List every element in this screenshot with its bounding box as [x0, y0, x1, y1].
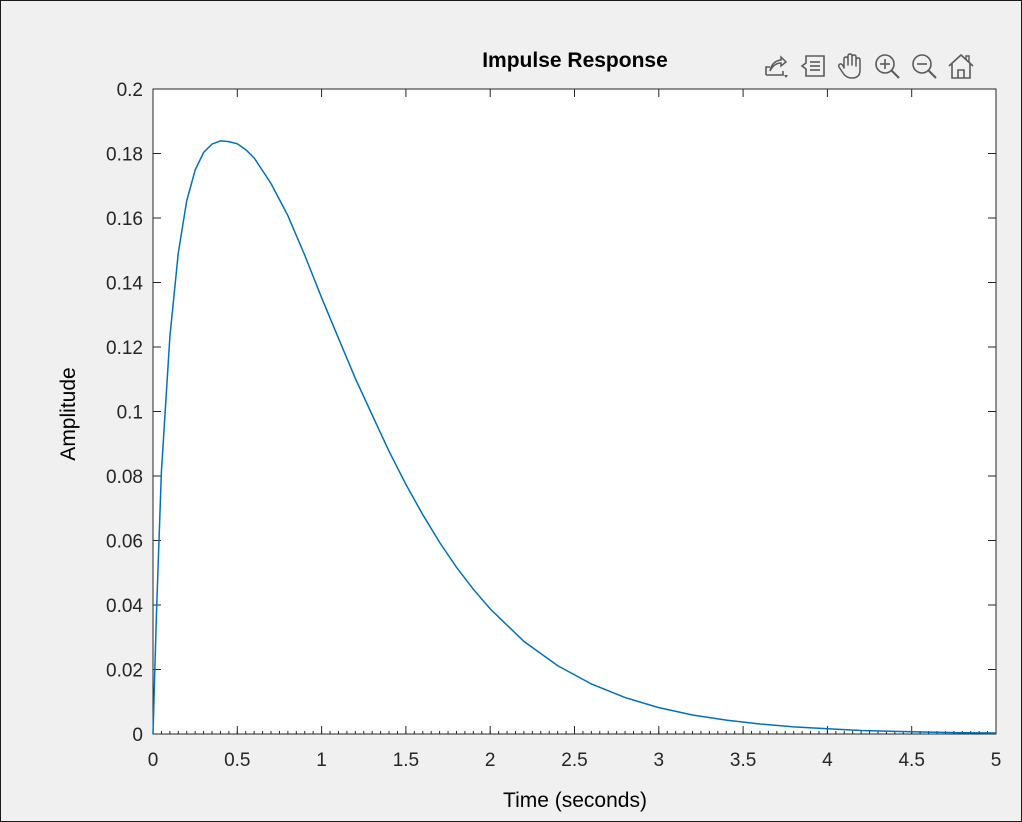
- y-tick-label: 0.08: [106, 467, 143, 488]
- y-tick-label: 0.14: [106, 274, 143, 295]
- restore-view-button[interactable]: [944, 49, 978, 83]
- x-tick-label: 3.5: [730, 750, 756, 771]
- x-tick-label: 3: [654, 750, 665, 771]
- y-tick-label: 0.18: [106, 145, 143, 166]
- x-tick-label: 1: [316, 750, 327, 771]
- chart-title: Impulse Response: [482, 49, 668, 72]
- zoom-out-icon: [912, 54, 937, 79]
- zoom-in-button[interactable]: [870, 49, 904, 83]
- y-tick-label: 0.06: [106, 532, 143, 553]
- x-ticks: 0 0.5 1 1.5 2 2.5 3 3.5 4 4.5 5: [148, 89, 1002, 771]
- y-tick-label: 0.16: [106, 209, 143, 230]
- x-tick-label: 2: [485, 750, 496, 771]
- x-tick-label: 1.5: [393, 750, 419, 771]
- impulse-response-line: [152, 140, 997, 735]
- y-tick-label: 0.1: [117, 403, 143, 424]
- y-ticks: 0 0.02 0.04 0.06 0.08 0.1 0.12 0.14 0.16 0.18 0.2: [106, 80, 996, 746]
- zoom-out-button[interactable]: [907, 49, 941, 83]
- home-icon: [948, 54, 974, 79]
- y-tick-label: 0.12: [106, 338, 143, 359]
- x-tick-label: 2.5: [561, 750, 587, 771]
- pan-icon: [837, 53, 861, 79]
- x-axis-label: Time (seconds): [503, 789, 647, 812]
- x-tick-label: 4.5: [898, 750, 924, 771]
- y-tick-label: 0.02: [106, 661, 143, 682]
- x-tick-label: 0.5: [224, 750, 250, 771]
- x-minor-ticks: [160, 731, 989, 734]
- export-icon: [765, 55, 788, 78]
- x-tick-label: 5: [991, 750, 1002, 771]
- export-button[interactable]: [759, 49, 793, 83]
- y-tick-label: 0.2: [117, 80, 143, 101]
- pan-button[interactable]: [833, 49, 867, 83]
- data-tips-button[interactable]: [796, 49, 830, 83]
- y-tick-label: 0.04: [106, 596, 143, 617]
- y-tick-label: 0: [132, 725, 143, 746]
- zoom-in-icon: [875, 54, 900, 79]
- y-axis-label: Amplitude: [57, 367, 80, 460]
- data-tips-icon: [800, 55, 825, 77]
- axes-background: [152, 88, 997, 735]
- x-tick-label: 4: [822, 750, 833, 771]
- axes-toolbar: [759, 49, 978, 83]
- x-tick-label: 0: [148, 750, 159, 771]
